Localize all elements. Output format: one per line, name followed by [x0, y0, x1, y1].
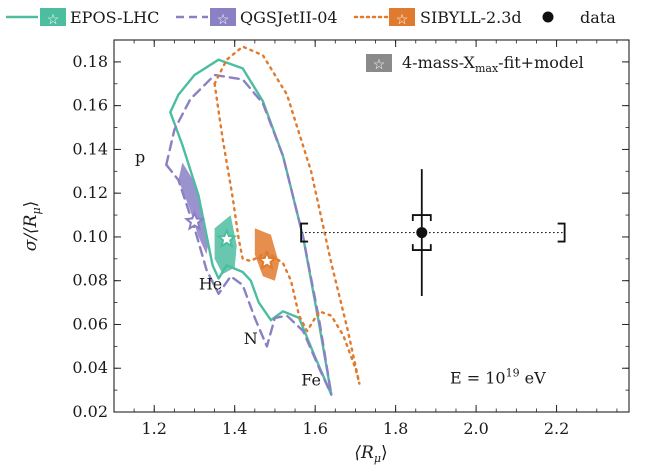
y-tick-label-8: 0.18 [72, 52, 108, 71]
legend-qgs-swatch [210, 8, 236, 26]
curve-1-inner [165, 163, 333, 396]
legend-data: data [542, 8, 616, 27]
fit-star-0 [216, 227, 238, 249]
y-tick-label-4: 0.10 [72, 227, 108, 246]
legend-epos-label: EPOS-LHC [70, 8, 159, 27]
x-tick-label-4: 2.0 [463, 419, 488, 438]
legend-data-label: data [580, 8, 616, 27]
primary-label-He: He [199, 274, 222, 293]
energy-label: E = 1019 eV [450, 367, 546, 388]
legend-epos-swatch [40, 8, 66, 26]
curve-0-inner [169, 111, 333, 396]
x-axis-label: ⟨Rμ⟩ [354, 443, 387, 465]
primary-label-N: N [244, 329, 258, 348]
curve-2-outer [213, 45, 361, 385]
legend-sibyll-swatch [389, 8, 415, 26]
data-sys-bracket-top [411, 214, 432, 222]
legend-data-marker [542, 11, 554, 23]
axis-ticks: 1.2 1.4 1.6 1.8 2.0 2.2 0.02 0.04 0.06 0.08 0.10 0.… [72, 39, 629, 438]
primary-label-p: p [135, 148, 145, 167]
fit-legend-star-icon: ☆ [373, 58, 386, 73]
y-tick-label-0: 0.02 [72, 402, 108, 421]
legend-qgs-star-icon: ☆ [217, 13, 230, 28]
data-point-group [300, 169, 566, 297]
fit-region-0 [178, 162, 209, 255]
y-tick-label-5: 0.12 [72, 183, 108, 202]
annotations: p He N Fe E = 1019 eV [135, 148, 546, 390]
model-curves [165, 45, 361, 396]
curve-2-inner [213, 82, 361, 385]
x-tick-label-0: 1.2 [142, 419, 167, 438]
y-axis-label: σ/⟨Rμ⟩ [21, 201, 43, 252]
curve-1-outer [165, 73, 333, 396]
data-sys-bracket-bottom [411, 244, 432, 251]
y-tick-label-6: 0.14 [72, 139, 108, 158]
legend: ☆ EPOS-LHC ☆ QGSJetII-04 ☆ SIBYLL-2.3d d… [6, 8, 616, 28]
fit-legend-box: ☆ 4-mass-Xmax-fit+model [366, 53, 584, 75]
legend-sibyll-label: SIBYLL-2.3d [420, 8, 522, 27]
fit-star-2 [256, 249, 278, 271]
y-tick-label-2: 0.06 [72, 314, 108, 333]
primary-label-Fe: Fe [301, 371, 321, 390]
legend-sibyll: ☆ SIBYLL-2.3d [353, 8, 522, 28]
y-tick-label-7: 0.16 [72, 96, 108, 115]
legend-epos: ☆ EPOS-LHC [6, 8, 159, 28]
data-sys-bracket-right [557, 222, 566, 243]
x-tick-label-2: 1.6 [302, 419, 327, 438]
legend-epos-star-icon: ☆ [47, 13, 60, 28]
fit-legend-text: 4-mass-Xmax-fit+model [402, 53, 584, 75]
plot-frame [113, 39, 630, 413]
fit-stars [183, 210, 278, 271]
x-tick-label-1: 1.4 [222, 419, 247, 438]
x-tick-label-5: 2.2 [544, 419, 569, 438]
fit-legend-swatch [366, 54, 392, 72]
y-tick-label-1: 0.04 [72, 358, 108, 377]
legend-qgs: ☆ QGSJetII-04 [176, 8, 338, 28]
fit-star-1 [183, 210, 206, 231]
data-point-marker [416, 227, 428, 239]
legend-sibyll-star-icon: ☆ [396, 13, 409, 28]
data-sys-bracket-left [300, 222, 309, 243]
y-tick-label-3: 0.08 [72, 271, 108, 290]
legend-qgs-label: QGSJetII-04 [240, 8, 338, 27]
x-tick-label-3: 1.8 [383, 419, 408, 438]
